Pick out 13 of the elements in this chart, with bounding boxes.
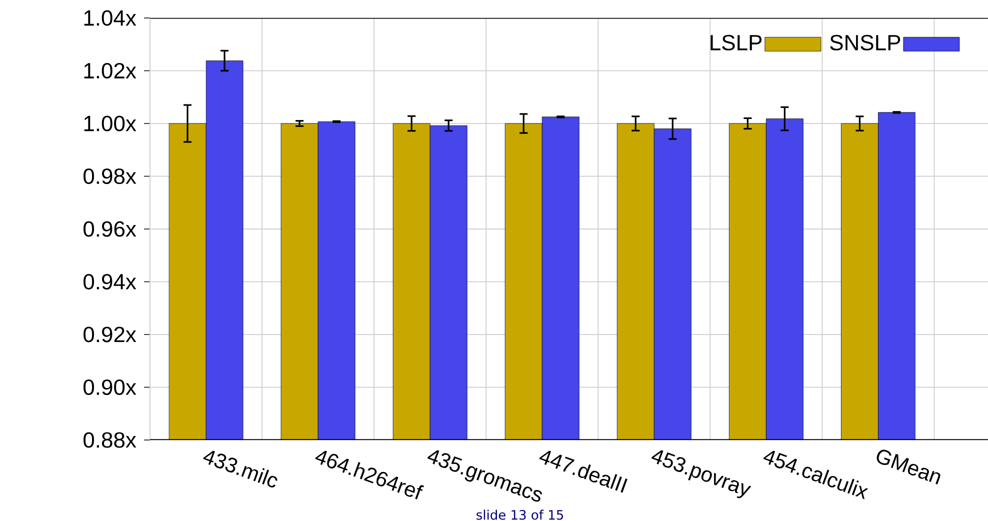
y-tick-label: 0.92x [84,326,136,342]
y-tick-label: 1.00x [84,116,136,132]
y-tick-label: 1.04x [84,10,136,26]
y-tick-label: 0.90x [84,379,136,396]
y-tick-label: 0.94x [84,274,136,290]
text: slide 13 of 15 [476,510,563,520]
x-tick-label: GMean [876,450,940,484]
y-tick-label: 1.02x [84,62,136,79]
legend-label: SNSLP [830,34,900,50]
legend-label: LSLP [710,34,762,50]
y-tick-label: 0.98x [84,168,136,184]
y-tick-label: 0.96x [84,221,136,237]
y-tick-label: 0.88x [84,432,136,448]
